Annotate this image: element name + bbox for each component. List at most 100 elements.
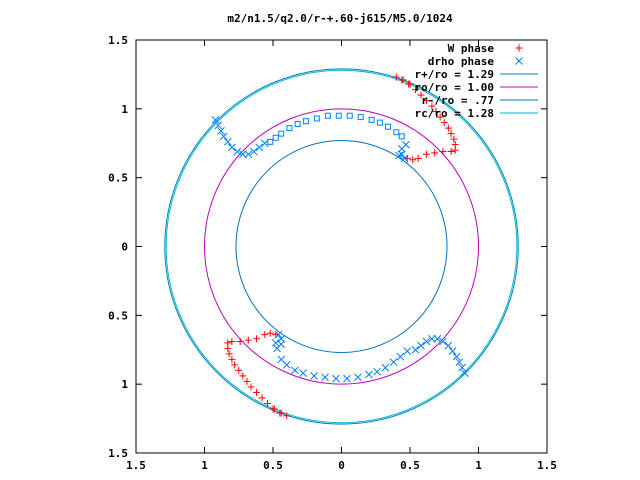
data-point (224, 339, 232, 347)
data-point (392, 73, 400, 81)
data-point (264, 399, 272, 407)
cross-b (260, 139, 269, 148)
legend-label: W phase (448, 42, 495, 55)
data-point (324, 112, 331, 119)
cross-b (211, 115, 220, 124)
cross-b (321, 373, 329, 382)
cross-b (411, 345, 420, 354)
circle-r-ro-1-29 (164, 68, 519, 425)
cross-b (282, 361, 291, 369)
data-point (228, 337, 236, 345)
data-point (286, 125, 293, 132)
data-point (402, 140, 410, 149)
data-point (460, 369, 469, 378)
data-point (422, 337, 431, 346)
data-point (233, 147, 242, 156)
cross-b (460, 369, 469, 378)
square (313, 115, 320, 122)
data-point (381, 363, 390, 372)
cross-b (277, 355, 286, 364)
square (267, 138, 274, 145)
square (398, 133, 405, 140)
data-point (260, 139, 269, 148)
data-point (368, 116, 375, 123)
data-point (235, 366, 243, 374)
cross-b (433, 334, 442, 343)
cross-b (365, 370, 373, 379)
cross-b (271, 339, 280, 347)
data-point (239, 150, 247, 159)
cross-b (439, 337, 447, 346)
data-point (310, 372, 318, 380)
data-point (389, 358, 398, 366)
x-tick-label: 1 (475, 459, 482, 472)
data-point (411, 86, 419, 94)
cross-b (233, 147, 242, 156)
data-point (253, 388, 261, 396)
data-point (343, 374, 351, 383)
series-w-phase (224, 73, 459, 420)
cross-b (389, 358, 398, 366)
data-point (417, 341, 425, 350)
data-point (294, 120, 301, 127)
data-point (269, 405, 277, 413)
data-point (357, 114, 364, 121)
data-point (417, 91, 425, 99)
data-point (447, 148, 455, 156)
data-point (398, 133, 405, 140)
y-tick-label: 1 (121, 378, 128, 391)
data-point (433, 334, 442, 343)
circle-rc-ro-1-28 (165, 69, 518, 424)
data-point (444, 124, 452, 132)
cross-b (395, 151, 403, 160)
square (368, 116, 375, 123)
data-point (261, 331, 269, 339)
data-point (253, 335, 261, 343)
data-point (354, 373, 362, 382)
data-point (411, 345, 420, 354)
data-point (321, 373, 329, 382)
cross-b (291, 366, 299, 375)
data-point (396, 352, 405, 361)
square (385, 123, 392, 130)
cross-b (417, 341, 425, 350)
cross-b (343, 374, 351, 383)
cross-b (455, 358, 464, 366)
cross-b (228, 143, 236, 152)
data-point (291, 366, 299, 375)
data-point (217, 127, 225, 135)
square (393, 129, 400, 136)
data-point (439, 148, 447, 156)
data-point (274, 330, 283, 339)
data-point (244, 336, 252, 344)
data-point (385, 123, 392, 130)
cross-b (428, 334, 436, 343)
cross-b (381, 363, 390, 372)
square (286, 125, 293, 132)
x-tick-label: 1.5 (126, 459, 146, 472)
legend-marker (515, 44, 523, 52)
cross-b (396, 352, 405, 361)
cross-b (277, 334, 286, 343)
cross-b (249, 147, 258, 156)
data-point (440, 119, 448, 127)
series-drho-phase-squares- (267, 112, 405, 145)
data-point (225, 350, 233, 358)
data-point (228, 143, 236, 152)
cross-b (400, 154, 409, 163)
data-point (236, 337, 244, 345)
cross-b (448, 347, 457, 355)
data-point (273, 344, 281, 353)
data-point (428, 102, 436, 110)
square (357, 114, 364, 121)
legend-label: rc/ro = 1.28 (415, 107, 494, 120)
data-point (439, 337, 447, 346)
data-point (432, 108, 440, 116)
data-point (302, 118, 309, 125)
circle-r-ro-77 (235, 139, 448, 354)
data-points (211, 73, 469, 420)
data-point (313, 115, 320, 122)
data-point (422, 150, 430, 158)
data-point (452, 352, 461, 361)
